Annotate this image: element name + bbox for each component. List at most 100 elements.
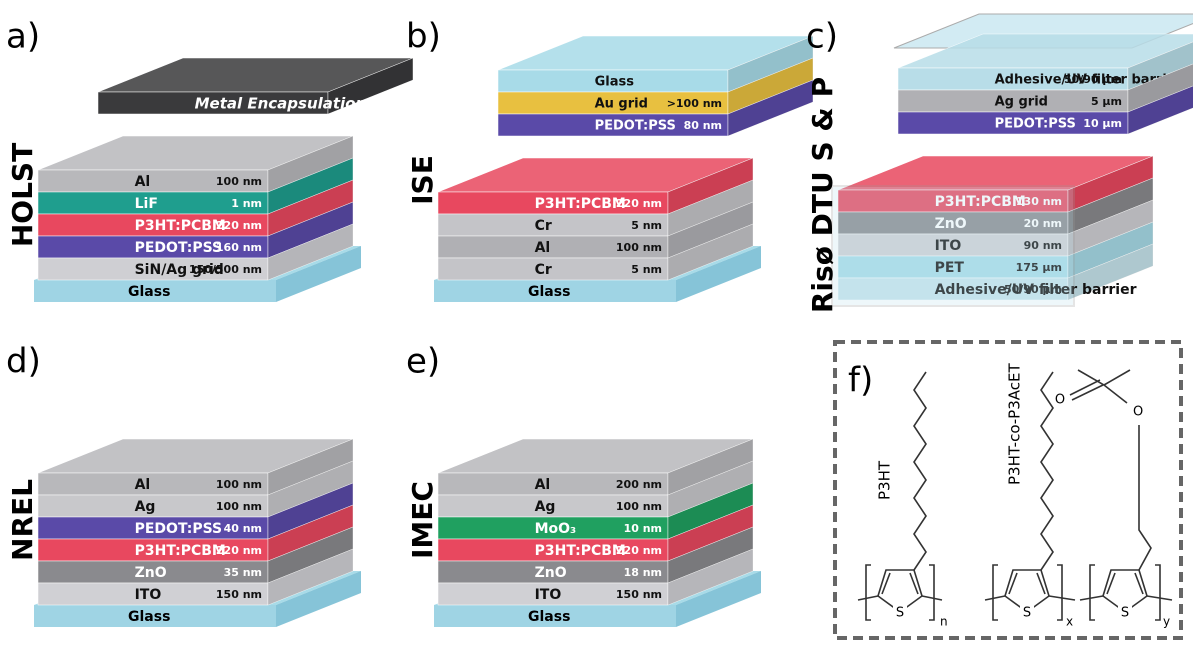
encapsulation-frame — [831, 185, 1075, 307]
layer-side-shade — [668, 505, 753, 561]
layer-side-shade — [268, 527, 353, 583]
layer-side-shade — [268, 461, 353, 517]
substrate-label: Glass — [528, 609, 570, 625]
bracket — [1155, 564, 1161, 621]
layer-thickness: 40 nm — [224, 522, 262, 535]
substrate-side — [276, 246, 361, 302]
layer-thickness: 5 nm — [631, 219, 662, 232]
atom: S — [1121, 606, 1129, 621]
layer-side-shade — [268, 158, 353, 214]
layer-name: ZnO — [535, 565, 567, 581]
substrate-side — [676, 571, 761, 627]
layer-side — [1067, 243, 1154, 301]
substrate-label: Glass — [128, 609, 170, 625]
layer-name: ITO — [535, 587, 562, 603]
layer-thickness: 200 nm — [616, 478, 662, 491]
polymer-name: P3HT — [876, 460, 894, 500]
layer-thickness: 1 nm — [231, 197, 262, 210]
layer-side-shade — [1068, 244, 1153, 300]
layer-side-shade — [268, 483, 353, 539]
layer-thickness: 220 nm — [216, 219, 262, 232]
layer-side — [1127, 85, 1193, 135]
layer-name: P3HT:PCBM — [935, 194, 1026, 210]
layer-thickness: 150/500 nm — [189, 263, 262, 276]
bond — [1036, 572, 1046, 595]
layer-name: Al — [535, 240, 551, 256]
bracket — [1089, 564, 1095, 621]
layer-thickness: 220 nm — [616, 544, 662, 557]
bond — [1069, 379, 1101, 396]
layer-thickness: 10 µm — [1083, 117, 1122, 130]
subscript: n — [940, 615, 948, 629]
layer-side — [667, 548, 754, 606]
bond — [1134, 572, 1144, 595]
atom: S — [1023, 606, 1031, 621]
layer-thickness: 5 µm — [1091, 95, 1122, 108]
substrate-label: Glass — [128, 284, 170, 300]
layer-name: Ag grid — [995, 95, 1048, 110]
layer-name: ITO — [935, 238, 962, 254]
polymer-name: P3HT-co-P3AcET — [1006, 363, 1024, 485]
layer-name: Au grid — [595, 97, 648, 112]
atom: O — [1055, 393, 1065, 408]
layer-name: PEDOT:PSS — [135, 521, 223, 537]
layer-name: Metal Encapsulation — [195, 95, 367, 113]
layer-side-shade — [268, 136, 353, 192]
layer-name: P3HT:PCBM — [135, 218, 226, 234]
bond — [1103, 369, 1131, 386]
bracket — [992, 564, 998, 621]
layer-side — [327, 57, 414, 115]
layer-name: P3HT:PCBM — [535, 196, 626, 212]
layer-name: ITO — [135, 587, 162, 603]
layer-side-shade — [728, 58, 813, 114]
layer-name: MoO₃ — [535, 521, 577, 537]
layer-side-shade — [268, 202, 353, 258]
layer-thickness: 100 nm — [216, 175, 262, 188]
lab-name: ISE — [406, 155, 439, 205]
layer-side-shade — [668, 180, 753, 236]
layer-thickness: 35 nm — [224, 566, 262, 579]
layer-thickness: 160 nm — [216, 241, 262, 254]
panel-label: c) — [806, 17, 838, 57]
bond — [1071, 384, 1104, 401]
layer-name: P3HT:PCBM — [135, 543, 226, 559]
substrate-front — [434, 280, 676, 302]
layer-side-shade — [328, 58, 413, 114]
bracket — [865, 564, 871, 621]
panel: d) Glass Al 100 nm Ag 100 nm PEDOT:PSS 40 nm P3H… — [6, 342, 361, 627]
layer-side — [727, 79, 814, 137]
layer-thickness: 100 nm — [616, 241, 662, 254]
layer-name: Al — [535, 477, 551, 493]
layer-thickness: 150 nm — [216, 588, 262, 601]
layer-name: Cr — [535, 218, 552, 234]
layer-side-shade — [268, 549, 353, 605]
panel: e) Glass Al 200 nm Ag 100 nm MoO₃ 10 nm P3HT:PCB… — [406, 342, 761, 627]
panel-label: f) — [848, 361, 873, 401]
atom-bg — [1020, 604, 1034, 620]
layer-side-shade — [1068, 222, 1153, 278]
bond — [909, 572, 919, 595]
panel-label: b) — [406, 17, 441, 57]
layer-thickness: 220 nm — [216, 544, 262, 557]
layer-thickness: 220 nm — [616, 197, 662, 210]
bracket — [1057, 564, 1063, 621]
bond — [984, 595, 1006, 601]
layer-side-shade — [1128, 42, 1193, 90]
layer-name: Al — [135, 477, 151, 493]
layer-side — [667, 223, 754, 281]
layer-side — [1127, 41, 1193, 91]
bond — [877, 569, 923, 613]
lab-name: NREL — [6, 479, 39, 561]
layer-thickness: 130 nm — [1016, 195, 1062, 208]
bond — [921, 595, 943, 601]
layer-side-shade — [668, 202, 753, 258]
chemical-structure: Sn Sx Sy O O — [857, 369, 1173, 629]
layer-thickness: >100 nm — [667, 97, 722, 110]
bond — [1102, 569, 1148, 613]
layer-name: ZnO — [135, 565, 167, 581]
bond — [913, 371, 927, 571]
layer-side-shade — [668, 224, 753, 280]
